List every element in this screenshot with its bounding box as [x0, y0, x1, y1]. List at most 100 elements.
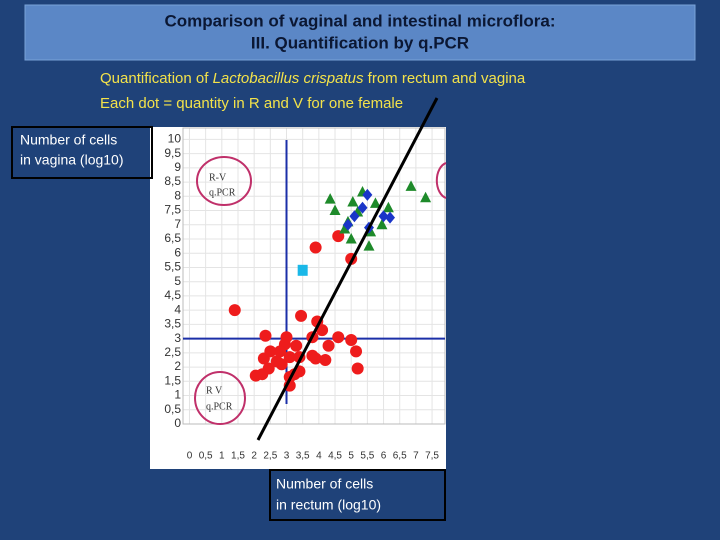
point — [324, 193, 336, 204]
point — [228, 304, 241, 317]
point — [290, 339, 303, 352]
point — [345, 233, 357, 244]
point — [351, 362, 364, 375]
point — [347, 196, 359, 207]
y-tick-label: 8 — [174, 188, 181, 202]
x-tick-label: 5 — [348, 451, 354, 462]
x-tick-label: 2,5 — [263, 451, 277, 462]
point — [274, 345, 287, 358]
y-tick-label: 3 — [174, 331, 181, 345]
annotation: q.PCR — [206, 401, 233, 412]
title-line: Comparison of vaginal and intestinal mic… — [164, 11, 555, 30]
point — [362, 188, 373, 201]
y-tick-label: 9,5 — [164, 146, 181, 160]
x-tick-label: 3,5 — [296, 451, 310, 462]
y-axis-label: Number of cells — [20, 132, 117, 148]
y-tick-label: 7 — [174, 217, 181, 231]
y-tick-label: 2,5 — [164, 345, 181, 359]
annotation-ellipse — [435, 162, 447, 199]
annotation: R-V — [209, 172, 227, 183]
y-tick-label: 2 — [174, 359, 181, 373]
point — [259, 329, 272, 342]
point — [378, 210, 389, 223]
point — [357, 201, 368, 214]
y-tick-label: 6,5 — [164, 231, 181, 245]
annotation: q.PCR — [209, 187, 236, 198]
point — [316, 324, 329, 337]
x-label-box — [269, 469, 446, 521]
subtitle-line: Each dot = quantity in R and V for one f… — [100, 95, 403, 112]
y-tick-label: 0,5 — [164, 402, 181, 416]
x-tick-label: 0 — [187, 451, 193, 462]
subtitle-part: from rectum and vagina — [364, 70, 526, 87]
title-line: III. Quantification by q.PCR — [251, 33, 469, 52]
point — [342, 218, 353, 231]
point — [350, 345, 363, 358]
point — [309, 352, 322, 365]
plot-frame — [182, 127, 446, 425]
chart-background — [150, 127, 446, 469]
y-axis-label: in vagina (log10) — [20, 152, 124, 168]
subtitle-part: Lactobacillus crispatus — [213, 70, 364, 87]
x-tick-label: 4,5 — [328, 451, 342, 462]
x-tick-label: 1 — [219, 451, 225, 462]
x-tick-label: 5,5 — [360, 451, 374, 462]
title-banner — [24, 4, 696, 61]
y-tick-label: 4 — [174, 302, 181, 316]
point — [369, 197, 381, 208]
y-tick-label: 9 — [174, 160, 181, 174]
point — [349, 210, 360, 223]
y-tick-label: 3,5 — [164, 317, 181, 331]
x-tick-label: 6 — [381, 451, 387, 462]
y-tick-label: 6 — [174, 245, 181, 259]
plot: 00,511,522,533,544,555,566,577,588,599,5… — [164, 127, 446, 462]
point — [275, 358, 288, 371]
point — [345, 334, 358, 347]
correlation-line — [256, 97, 439, 441]
point — [329, 204, 341, 216]
y-label-box — [11, 126, 153, 179]
y-tick-label: 4,5 — [164, 288, 181, 302]
y-tick-label: 10 — [168, 132, 182, 146]
x-tick-label: 0,5 — [199, 451, 213, 462]
point — [322, 339, 335, 352]
point — [256, 368, 269, 381]
x-tick-label: 6,5 — [393, 451, 407, 462]
subtitle-part: Quantification of — [100, 70, 213, 87]
point — [319, 353, 332, 366]
y-tick-label: 1 — [174, 388, 181, 402]
subtitle-line: Quantification of Lactobacillus crispatu… — [100, 70, 526, 87]
point — [382, 201, 394, 213]
y-tick-label: 5 — [174, 274, 181, 288]
y-tick-label: 7,5 — [164, 203, 181, 217]
annotation: R V — [206, 385, 223, 396]
point — [376, 218, 388, 230]
point — [363, 240, 375, 251]
x-tick-label: 3 — [284, 451, 290, 462]
point — [385, 211, 396, 224]
point — [309, 241, 322, 254]
point — [339, 223, 351, 234]
point — [405, 180, 417, 191]
x-tick-label: 4 — [316, 451, 322, 462]
x-tick-label: 7 — [413, 451, 419, 462]
point — [264, 345, 277, 358]
point — [332, 331, 345, 344]
y-tick-label: 0 — [174, 416, 181, 430]
point — [297, 264, 308, 276]
annotation-ellipse — [194, 371, 246, 425]
annotation-ellipse — [196, 156, 252, 206]
point — [295, 309, 308, 322]
point — [420, 191, 432, 203]
annotations: R-V q.PCR R V q.PCR — [194, 156, 447, 425]
x-tick-label: 7,5 — [425, 451, 439, 462]
point — [283, 351, 296, 364]
y-tick-label: 1,5 — [164, 373, 181, 387]
x-tick-label: 2 — [251, 451, 257, 462]
x-tick-label: 1,5 — [231, 451, 245, 462]
y-tick-label: 8,5 — [164, 174, 181, 188]
y-tick-label: 5,5 — [164, 260, 181, 274]
x-axis-label: in rectum (log10) — [276, 497, 381, 513]
